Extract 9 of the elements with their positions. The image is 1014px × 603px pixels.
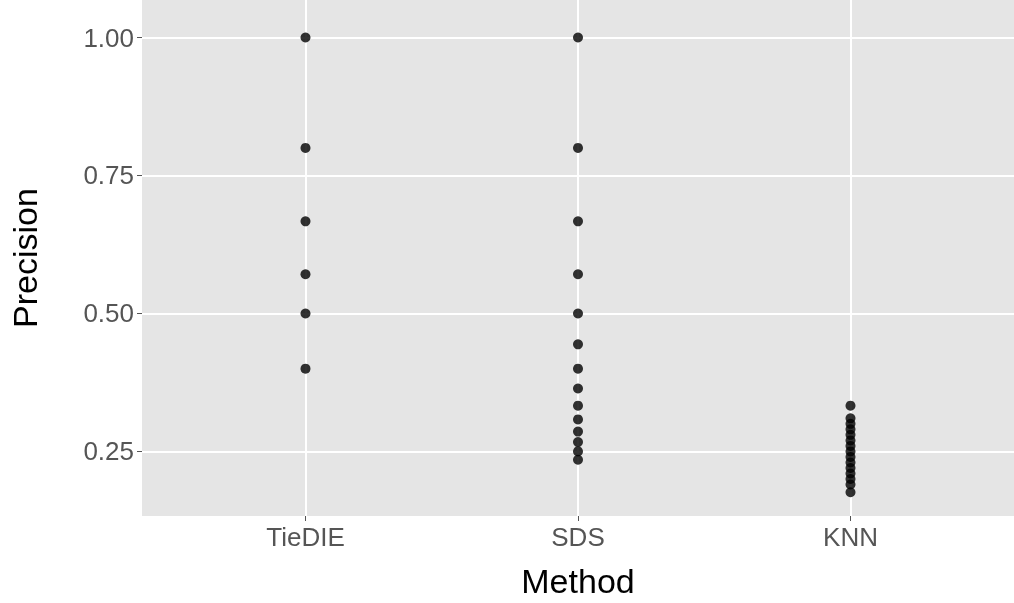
y-tick-label: 0.50 bbox=[83, 298, 134, 329]
y-tick-label: 0.75 bbox=[83, 160, 134, 191]
y-tick-label: 0.25 bbox=[83, 436, 134, 467]
x-tick-label: KNN bbox=[823, 522, 878, 552]
x-tick-label: SDS bbox=[551, 522, 605, 552]
y-axis-title: Precision bbox=[6, 188, 44, 328]
x-tick-label: TieDIE bbox=[266, 522, 345, 552]
x-axis-title: Method bbox=[521, 562, 635, 600]
y-tick-label: 1.00 bbox=[83, 22, 134, 53]
